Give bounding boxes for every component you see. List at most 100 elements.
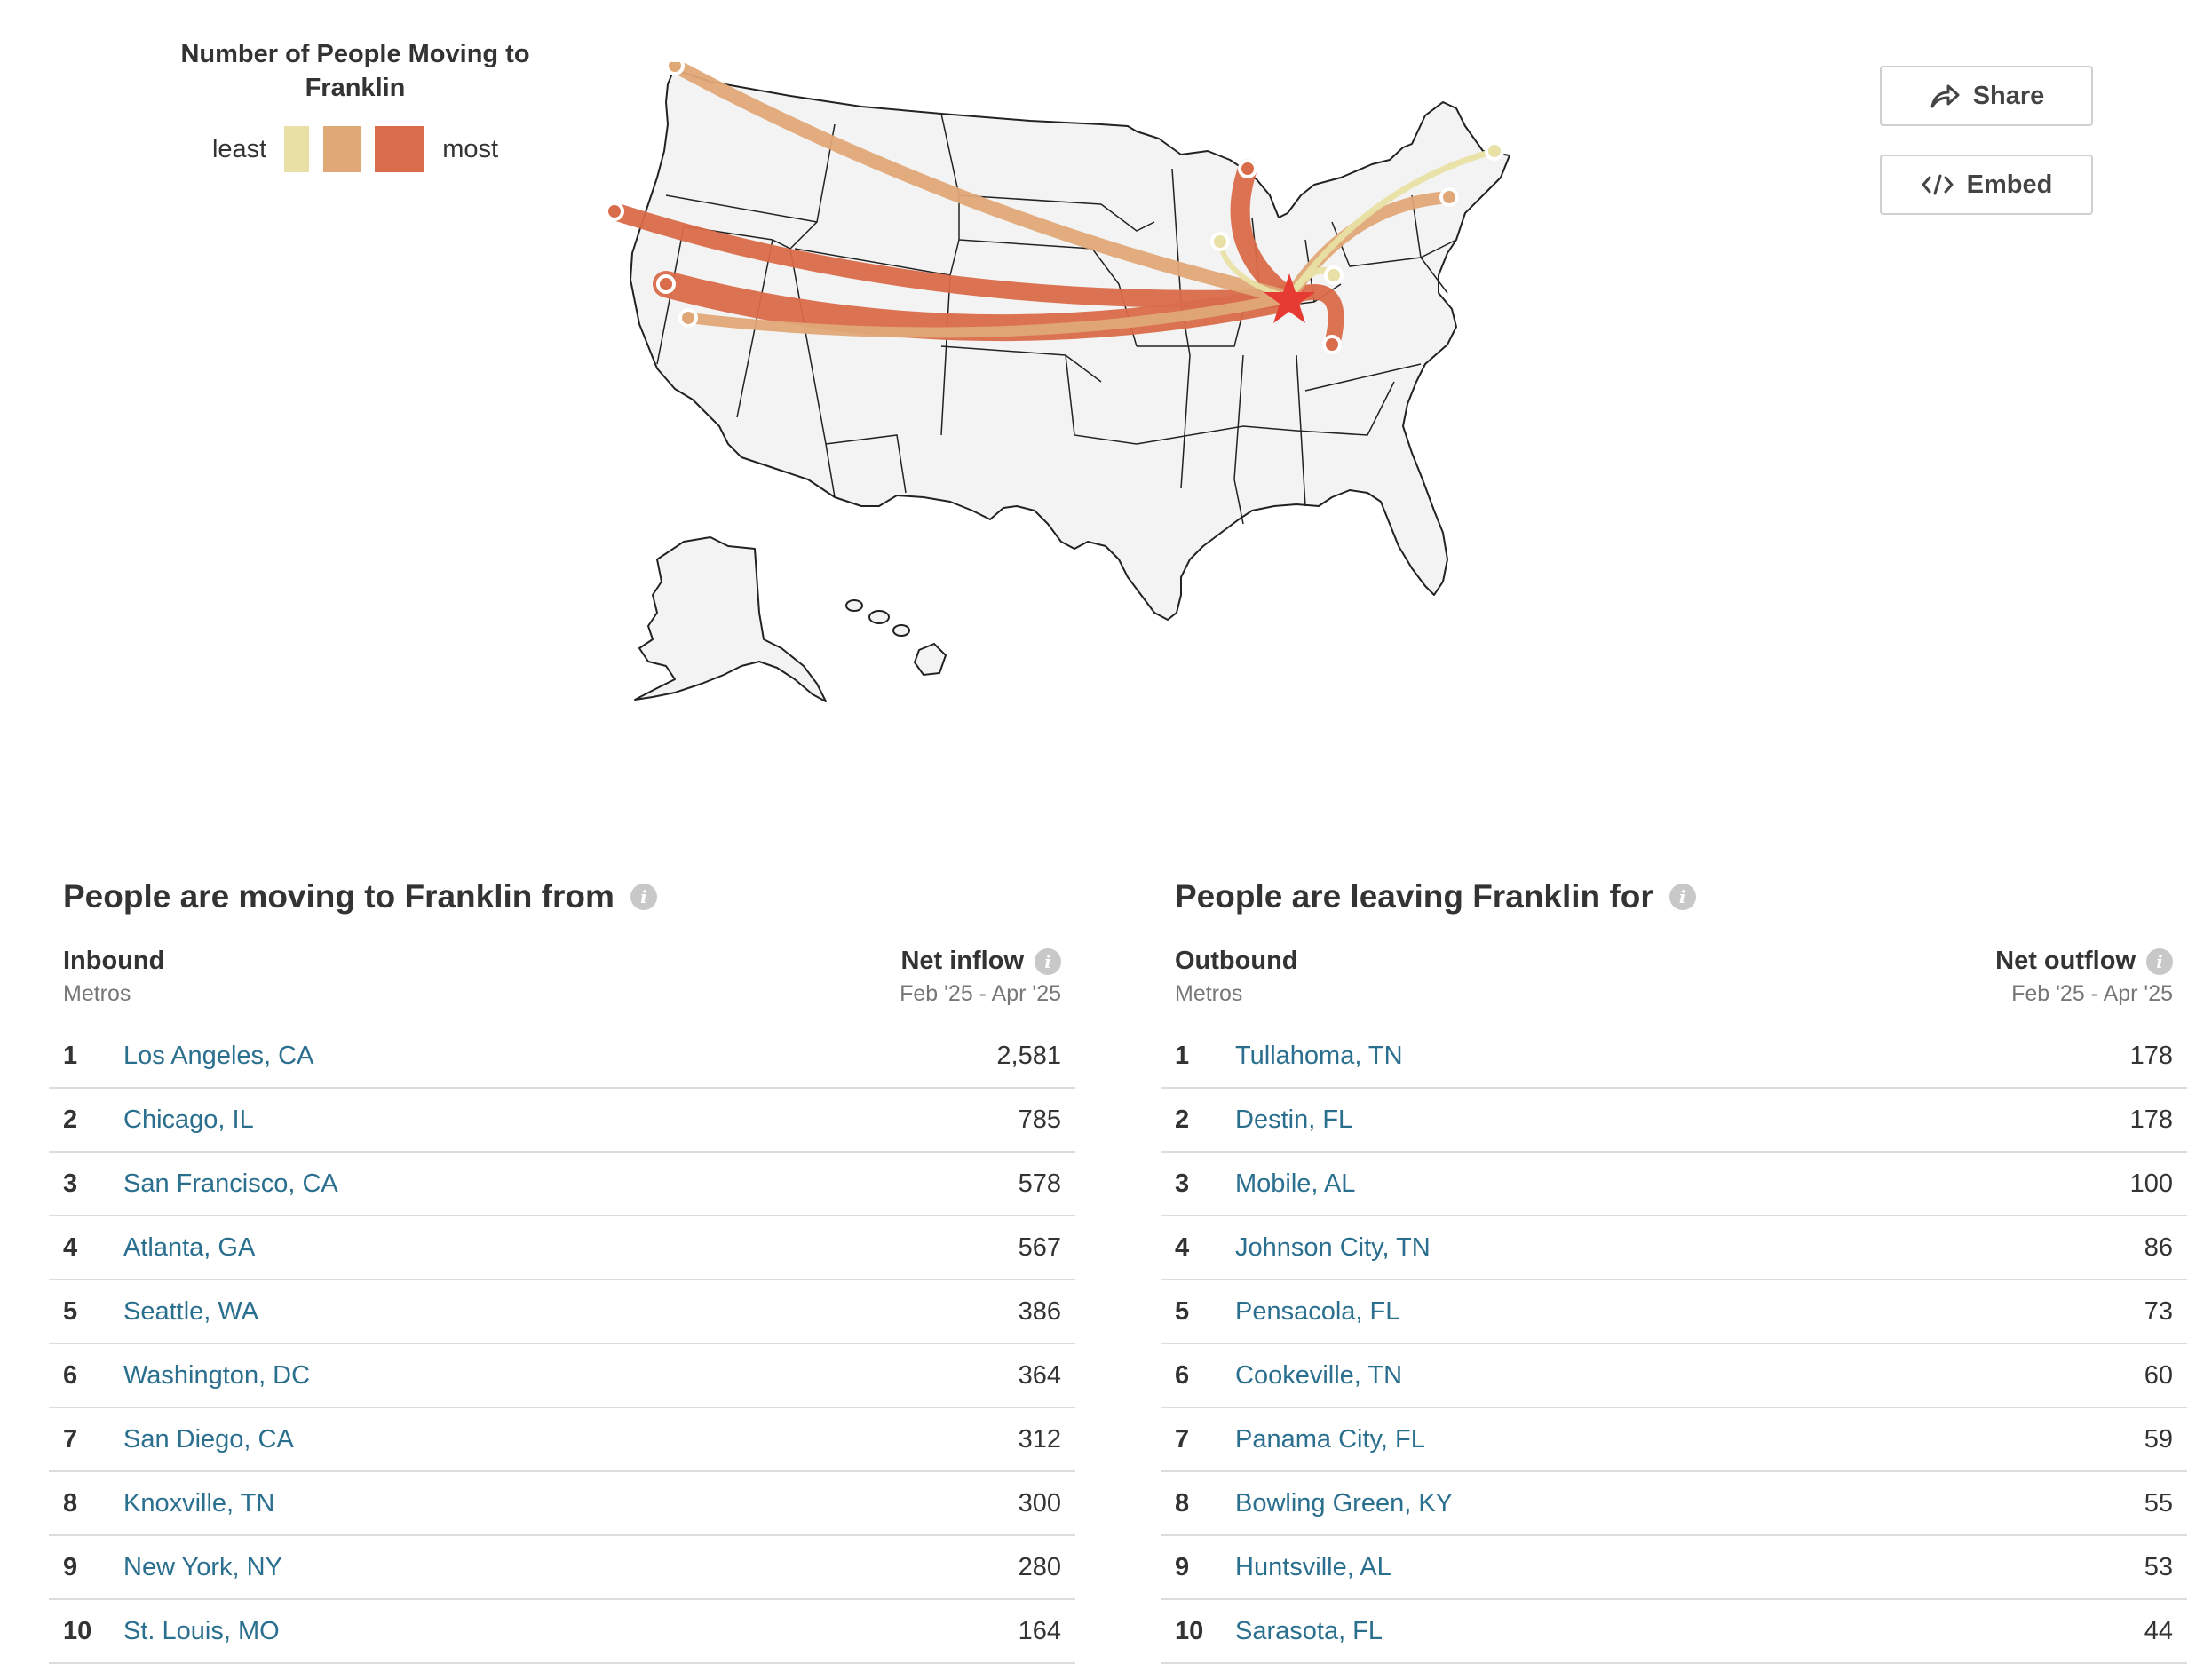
flow-new-york-origin-marker[interactable] [1485, 141, 1504, 161]
city-link[interactable]: Atlanta, GA [123, 1232, 256, 1262]
table-row: 4 Atlanta, GA 567 [49, 1216, 1075, 1280]
row-rank: 5 [1175, 1296, 1190, 1326]
row-value: 178 [2129, 1041, 2173, 1070]
row-rank: 2 [63, 1105, 78, 1134]
row-rank: 4 [1175, 1232, 1190, 1262]
share-button-label: Share [1972, 81, 2045, 110]
outbound-title-text: People are leaving Franklin for [1175, 878, 1653, 915]
embed-button[interactable]: Embed [1880, 155, 2093, 215]
flow-new-york [1286, 147, 1498, 301]
us-lower48-outline [630, 70, 1510, 621]
flow-san-francisco [606, 202, 1298, 308]
table-row: 7 Panama City, FL 59 [1161, 1408, 2187, 1472]
row-value: 55 [2144, 1488, 2173, 1518]
flow-los-angeles-origin-marker[interactable] [656, 274, 676, 294]
row-rank: 5 [63, 1296, 78, 1326]
row-rank: 8 [1175, 1488, 1190, 1518]
flow-chicago [1230, 159, 1299, 307]
table-row: 1 Los Angeles, CA 2,581 [49, 1025, 1075, 1089]
share-icon [1930, 84, 1960, 108]
city-link[interactable]: Mobile, AL [1235, 1169, 1356, 1198]
info-icon[interactable]: i [630, 884, 657, 910]
row-value: 100 [2129, 1169, 2173, 1198]
city-link[interactable]: San Francisco, CA [123, 1169, 338, 1198]
table-row: 2 Destin, FL 178 [1161, 1089, 2187, 1153]
info-icon[interactable]: i [1035, 947, 1061, 975]
row-rank: 6 [1175, 1360, 1190, 1390]
flow-seattle-origin-marker[interactable] [665, 62, 685, 75]
row-value: 59 [2144, 1424, 2173, 1454]
flow-atlanta-origin-marker[interactable] [1322, 335, 1342, 354]
table-row: 3 San Francisco, CA 578 [49, 1153, 1075, 1216]
map-legend: Number of People Moving to Franklin leas… [169, 37, 542, 172]
city-link[interactable]: Chicago, IL [123, 1105, 254, 1134]
row-rank: 1 [63, 1041, 78, 1070]
row-value: 2,581 [996, 1041, 1061, 1070]
legend-title-line2: Franklin [305, 74, 406, 102]
row-value: 44 [2144, 1616, 2173, 1645]
city-link[interactable]: Huntsville, AL [1235, 1552, 1391, 1581]
row-rank: 6 [63, 1360, 78, 1390]
city-link[interactable]: Panama City, FL [1235, 1424, 1425, 1454]
city-link[interactable]: New York, NY [123, 1552, 282, 1581]
info-icon[interactable]: i [2146, 947, 2173, 975]
flow-knoxville-origin-marker[interactable] [1324, 265, 1344, 285]
row-rank: 3 [1175, 1169, 1190, 1198]
table-row: 2 Chicago, IL 785 [49, 1089, 1075, 1153]
outbound-title: People are leaving Franklin for i [1161, 870, 2187, 923]
flow-san-francisco-origin-marker[interactable] [605, 202, 624, 221]
info-icon[interactable]: i [1669, 884, 1696, 910]
row-value: 60 [2144, 1360, 2173, 1390]
row-value: 567 [1018, 1232, 1061, 1262]
inbound-title: People are moving to Franklin from i [49, 870, 1075, 923]
legend-swatch-mid [323, 126, 361, 172]
row-rank: 1 [1175, 1041, 1190, 1070]
inbound-panel: People are moving to Franklin from i Inb… [49, 870, 1075, 1664]
inbound-table-header: Inbound Metros Net inflow i Feb '25 - Ap… [49, 947, 1075, 1007]
flow-chicago-origin-marker[interactable] [1238, 159, 1257, 178]
destination-star-icon [1264, 273, 1315, 323]
row-rank: 4 [63, 1232, 78, 1262]
outbound-panel: People are leaving Franklin for i Outbou… [1161, 870, 2187, 1664]
net-outflow-header: Net outflow i [1995, 947, 2173, 976]
table-row: 6 Cookeville, TN 60 [1161, 1344, 2187, 1408]
flow-san-diego-origin-marker[interactable] [678, 308, 698, 328]
table-row: 10 Sarasota, FL 44 [1161, 1600, 2187, 1664]
city-link[interactable]: Cookeville, TN [1235, 1360, 1403, 1390]
city-link[interactable]: Johnson City, TN [1235, 1232, 1431, 1262]
row-rank: 9 [1175, 1552, 1190, 1581]
city-link[interactable]: San Diego, CA [123, 1424, 294, 1454]
flow-washington-origin-marker[interactable] [1439, 187, 1459, 207]
city-link[interactable]: Los Angeles, CA [123, 1041, 314, 1070]
net-inflow-header: Net inflow i [900, 947, 1061, 976]
row-value: 386 [1018, 1296, 1061, 1326]
row-value: 178 [2129, 1105, 2173, 1134]
row-value: 164 [1018, 1616, 1061, 1645]
city-link[interactable]: Destin, FL [1235, 1105, 1353, 1134]
outbound-table-header: Outbound Metros Net outflow i Feb '25 - … [1161, 947, 2187, 1007]
city-link[interactable]: Washington, DC [123, 1360, 311, 1390]
legend-title-line1: Number of People Moving to [180, 40, 530, 68]
city-link[interactable]: Knoxville, TN [123, 1488, 275, 1518]
row-rank: 9 [63, 1552, 78, 1581]
row-rank: 3 [63, 1169, 78, 1198]
table-row: 9 New York, NY 280 [49, 1536, 1075, 1600]
table-row: 10 St. Louis, MO 164 [49, 1600, 1075, 1664]
city-link[interactable]: Bowling Green, KY [1235, 1488, 1454, 1518]
city-link[interactable]: Sarasota, FL [1235, 1616, 1383, 1645]
city-link[interactable]: Seattle, WA [123, 1296, 259, 1326]
legend-swatch-least [284, 126, 310, 172]
flow-san-diego [683, 292, 1295, 338]
city-link[interactable]: Tullahoma, TN [1235, 1041, 1403, 1070]
city-link[interactable]: St. Louis, MO [123, 1616, 280, 1645]
row-value: 785 [1018, 1105, 1061, 1134]
table-row: 5 Pensacola, FL 73 [1161, 1280, 2187, 1344]
inbound-date-range: Feb '25 - Apr '25 [900, 981, 1061, 1006]
inbound-col-header: Inbound [63, 947, 165, 975]
city-link[interactable]: Pensacola, FL [1235, 1296, 1400, 1326]
legend-swatch-most [375, 126, 425, 172]
row-value: 280 [1018, 1552, 1061, 1581]
share-button[interactable]: Share [1880, 66, 2093, 126]
table-row: 8 Knoxville, TN 300 [49, 1472, 1075, 1536]
flow-st-louis-origin-marker[interactable] [1210, 232, 1230, 251]
